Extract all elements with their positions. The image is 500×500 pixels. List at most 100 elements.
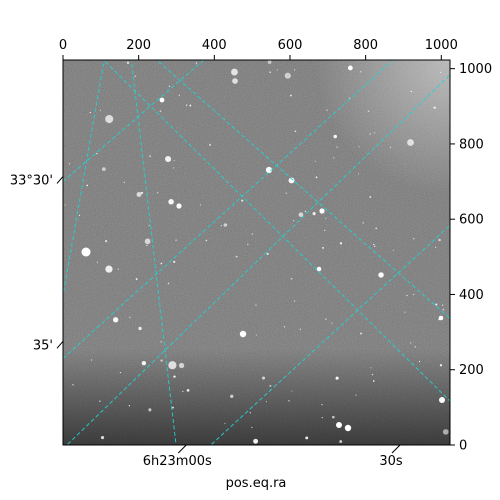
- y-tick-label: 400: [459, 288, 484, 303]
- star: [294, 69, 295, 70]
- star: [138, 327, 141, 330]
- star: [105, 266, 112, 273]
- star: [411, 91, 412, 92]
- bright-star: [439, 316, 444, 321]
- star: [440, 364, 442, 366]
- dec-tick-label: 35': [33, 338, 53, 353]
- ra-axis-labels: 6h23m00s 30s: [143, 445, 403, 469]
- star: [256, 334, 257, 335]
- bright-star: [336, 422, 342, 428]
- y-tick-label: 200: [459, 363, 484, 378]
- star: [118, 269, 119, 270]
- dec-tick-mark: [57, 176, 63, 183]
- star: [413, 238, 414, 239]
- star: [284, 326, 285, 327]
- right-pixel-axis: 02004006008001000: [450, 62, 492, 453]
- star: [373, 380, 375, 382]
- star: [226, 224, 227, 225]
- star: [86, 185, 88, 187]
- star: [161, 341, 162, 342]
- star: [442, 309, 444, 311]
- star: [148, 408, 151, 411]
- star: [97, 261, 98, 262]
- bright-star: [176, 203, 181, 208]
- star: [160, 110, 162, 112]
- x-tick-label: 1000: [425, 38, 458, 53]
- star: [321, 404, 322, 405]
- star: [440, 72, 441, 73]
- star: [266, 401, 267, 402]
- star: [326, 109, 327, 110]
- star: [224, 423, 225, 424]
- star: [179, 363, 184, 368]
- star: [105, 115, 113, 123]
- star: [175, 239, 176, 240]
- star: [173, 375, 175, 377]
- star: [179, 95, 180, 96]
- bright-star: [439, 397, 445, 403]
- star: [168, 199, 174, 205]
- star: [433, 107, 435, 109]
- star: [129, 405, 130, 406]
- star: [295, 131, 297, 133]
- star: [247, 244, 248, 245]
- star: [331, 323, 332, 324]
- star: [322, 417, 323, 418]
- sky-image: [59, 57, 452, 448]
- star: [252, 233, 253, 234]
- star: [300, 329, 301, 330]
- ra-tick-label: 30s: [379, 454, 403, 469]
- star: [355, 394, 356, 395]
- star: [168, 361, 176, 369]
- star: [363, 222, 364, 223]
- star: [374, 246, 375, 247]
- star: [173, 261, 175, 263]
- star: [135, 76, 136, 77]
- star: [157, 192, 158, 193]
- star: [378, 272, 383, 277]
- star: [268, 60, 272, 64]
- star: [232, 78, 238, 84]
- bright-star: [160, 98, 165, 103]
- star: [358, 173, 359, 174]
- x-tick-label: 600: [278, 38, 303, 53]
- star: [435, 247, 436, 248]
- ra-tick-mark: [178, 445, 186, 453]
- star: [161, 263, 163, 265]
- star: [173, 167, 174, 168]
- x-axis-title: pos.eq.ra: [226, 476, 287, 491]
- star: [286, 192, 287, 193]
- star: [413, 294, 414, 295]
- star: [324, 230, 325, 231]
- star: [288, 400, 289, 401]
- star: [393, 250, 394, 251]
- star: [267, 253, 269, 255]
- star: [406, 295, 407, 296]
- star: [91, 359, 92, 360]
- star: [221, 225, 222, 226]
- star: [96, 153, 97, 154]
- star: [206, 240, 207, 241]
- star: [141, 192, 143, 194]
- star: [250, 412, 251, 413]
- star: [172, 407, 174, 409]
- star: [336, 377, 339, 380]
- star: [299, 212, 304, 217]
- ra-tick-mark: [392, 445, 400, 453]
- y-tick-label: 800: [459, 137, 484, 152]
- star: [186, 104, 188, 106]
- star: [269, 71, 270, 72]
- star: [325, 319, 326, 320]
- star: [336, 146, 337, 147]
- dec-tick-label: 33°30': [10, 173, 53, 188]
- star: [435, 304, 437, 306]
- star: [390, 147, 391, 148]
- star: [187, 389, 190, 392]
- x-tick-label: 0: [59, 38, 67, 53]
- star: [99, 401, 100, 402]
- star: [369, 133, 370, 134]
- star: [374, 132, 375, 133]
- y-tick-label: 1000: [459, 62, 492, 77]
- star: [368, 110, 369, 111]
